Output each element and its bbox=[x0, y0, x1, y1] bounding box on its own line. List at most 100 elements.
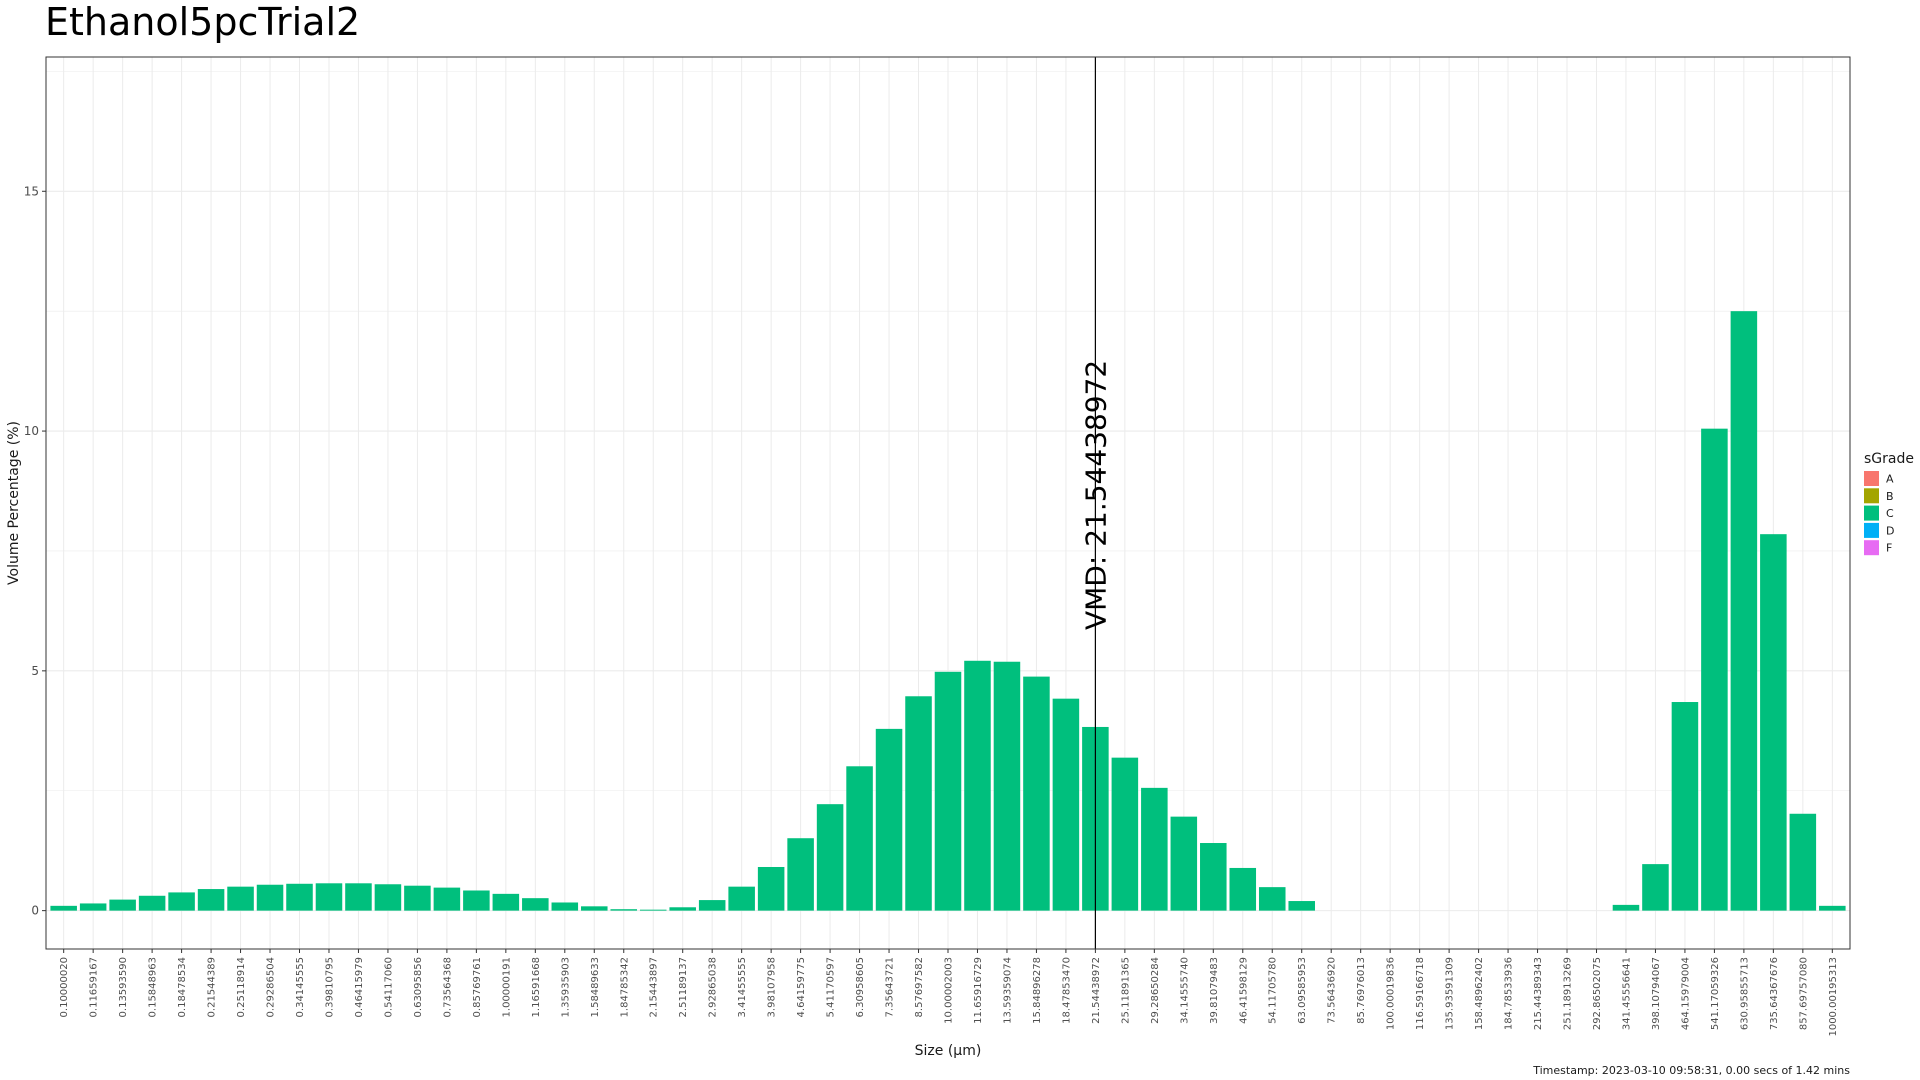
y-tick-label: 0 bbox=[31, 904, 39, 918]
bar bbox=[1288, 901, 1315, 911]
x-tick-label: 29.28650284 bbox=[1150, 957, 1161, 1024]
x-tick-label: 3.98107958 bbox=[767, 957, 778, 1017]
x-tick-label: 0.18478534 bbox=[177, 957, 188, 1017]
x-tick-label: 11.65916729 bbox=[973, 957, 984, 1024]
bar bbox=[610, 909, 638, 911]
bar bbox=[846, 766, 873, 911]
bar-layer bbox=[50, 311, 1846, 911]
x-tick-label: 39.81079483 bbox=[1209, 957, 1220, 1024]
bar bbox=[551, 902, 579, 911]
x-tick-label: 46.41598129 bbox=[1238, 957, 1249, 1024]
bar bbox=[639, 909, 667, 911]
bar bbox=[1730, 311, 1758, 911]
bar bbox=[1612, 904, 1640, 911]
bar bbox=[875, 728, 903, 911]
x-axis-title: Size (µm) bbox=[915, 1043, 982, 1059]
bar bbox=[1671, 702, 1699, 911]
x-tick-label: 158.48962402 bbox=[1474, 957, 1485, 1030]
x-tick-label: 34.14555740 bbox=[1179, 957, 1190, 1024]
x-tick-label: 54.11705780 bbox=[1268, 957, 1279, 1024]
x-tick-label: 341.45556641 bbox=[1621, 957, 1632, 1030]
x-tick-label: 0.39810795 bbox=[324, 957, 335, 1017]
x-tick-label: 630.95855713 bbox=[1739, 957, 1750, 1030]
bar bbox=[1258, 887, 1286, 911]
bar bbox=[1642, 864, 1669, 911]
x-tick-label: 2.92865038 bbox=[708, 957, 719, 1017]
x-tick-label: 1.35935903 bbox=[560, 957, 571, 1017]
bar bbox=[315, 883, 343, 911]
x-tick-label: 541.17059326 bbox=[1710, 957, 1721, 1030]
legend-swatch bbox=[1864, 505, 1879, 521]
x-tick-label: 2.51189137 bbox=[678, 957, 689, 1017]
x-tick-label: 857.69757080 bbox=[1798, 957, 1809, 1030]
x-tick-label: 184.78533936 bbox=[1504, 957, 1515, 1030]
x-tick-label: 1000.00195313 bbox=[1828, 957, 1839, 1037]
x-tick-label: 15.84896278 bbox=[1032, 957, 1043, 1024]
bar bbox=[256, 884, 284, 911]
x-tick-label: 1.16591668 bbox=[531, 957, 542, 1017]
x-tick-label: 735.64367676 bbox=[1769, 957, 1780, 1030]
y-tick-label: 15 bbox=[24, 184, 39, 198]
x-tick-label: 0.63095856 bbox=[413, 957, 424, 1017]
bar bbox=[433, 887, 461, 911]
x-tick-label: 25.11891365 bbox=[1120, 957, 1131, 1024]
legend-label: A bbox=[1886, 473, 1894, 486]
legend-title: sGrade bbox=[1864, 451, 1914, 467]
chart-title: Ethanol5pcTrial2 bbox=[45, 0, 361, 44]
x-tick-label: 1.00000191 bbox=[501, 957, 512, 1017]
x-tick-label: 0.10000020 bbox=[59, 957, 70, 1017]
legend-label: C bbox=[1886, 507, 1894, 520]
bar bbox=[669, 907, 696, 911]
legend-swatch bbox=[1864, 471, 1879, 486]
x-tick-label: 0.34145555 bbox=[295, 957, 306, 1017]
x-tick-label: 21.54438972 bbox=[1091, 957, 1102, 1024]
x-tick-label: 0.21544389 bbox=[207, 957, 218, 1017]
bar bbox=[1701, 428, 1728, 911]
bar bbox=[79, 903, 107, 911]
y-tick-label: 5 bbox=[31, 664, 39, 678]
bar bbox=[1141, 787, 1168, 911]
bar bbox=[1760, 534, 1787, 911]
bar bbox=[286, 883, 313, 911]
bar bbox=[757, 866, 785, 911]
bar bbox=[463, 890, 490, 911]
legend-label: D bbox=[1886, 524, 1894, 537]
bar bbox=[197, 889, 225, 911]
x-tick-label: 63.09585953 bbox=[1297, 957, 1308, 1024]
bar bbox=[1023, 676, 1050, 911]
x-tick-label: 8.57697582 bbox=[914, 957, 925, 1017]
bar bbox=[345, 883, 372, 911]
bar bbox=[581, 906, 608, 911]
x-tick-label: 5.41170597 bbox=[826, 957, 837, 1017]
x-tick-label: 85.76976013 bbox=[1356, 957, 1367, 1024]
bar bbox=[1052, 698, 1080, 911]
bar bbox=[905, 696, 932, 911]
x-tick-label: 0.46415979 bbox=[354, 957, 365, 1017]
bar bbox=[1200, 843, 1227, 911]
vmd-layer: VMD: 21.54438972 bbox=[1079, 57, 1112, 949]
y-tick-label: 10 bbox=[24, 424, 39, 438]
x-tick-label: 464.15979004 bbox=[1680, 957, 1691, 1030]
x-tick-label: 18.47853470 bbox=[1061, 957, 1072, 1024]
x-tick-label: 292.86502075 bbox=[1592, 957, 1603, 1030]
x-tick-label: 0.15848963 bbox=[148, 957, 159, 1017]
x-tick-label: 100.00019836 bbox=[1386, 957, 1397, 1030]
x-tick-label: 7.35643721 bbox=[885, 957, 896, 1017]
x-tick-label: 0.54117060 bbox=[383, 957, 394, 1017]
legend-swatch bbox=[1864, 522, 1879, 538]
bar bbox=[964, 660, 991, 911]
x-tick-label: 0.29286504 bbox=[266, 957, 277, 1017]
x-tick-label: 116.59166718 bbox=[1415, 957, 1426, 1030]
bar bbox=[1170, 816, 1198, 911]
legend-label: B bbox=[1886, 490, 1894, 503]
bar bbox=[1789, 813, 1817, 911]
x-tick-label: 135.93591309 bbox=[1445, 957, 1456, 1030]
bar bbox=[227, 886, 254, 911]
bar bbox=[816, 804, 844, 911]
x-tick-label: 0.25118914 bbox=[236, 957, 247, 1017]
x-tick-label: 215.44389343 bbox=[1533, 957, 1544, 1030]
bar bbox=[168, 892, 195, 911]
vmd-label: VMD: 21.54438972 bbox=[1079, 360, 1112, 630]
bar bbox=[1111, 757, 1139, 911]
